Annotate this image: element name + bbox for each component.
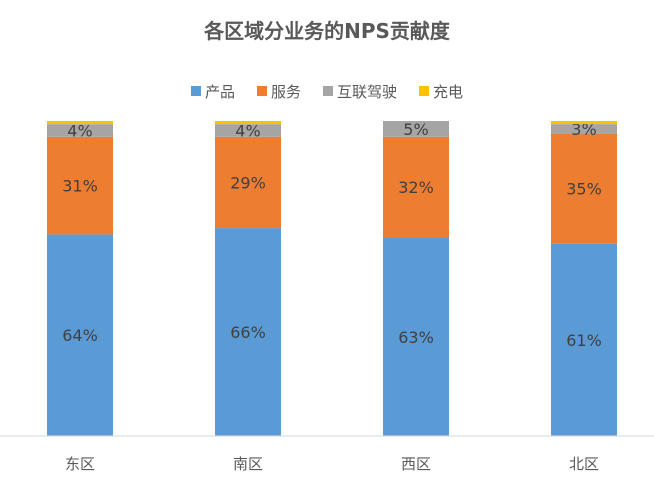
legend-label: 充电 [433,83,463,101]
data-label: 31% [62,177,98,196]
data-label: 35% [566,180,602,199]
x-tick-label: 西区 [401,455,431,473]
bar-segment [47,124,113,137]
bar-segment [215,228,281,436]
legend-label: 产品 [205,83,235,101]
legend-item: 产品 [190,83,235,101]
bar-segment [47,234,113,436]
bar-segment [215,121,281,125]
bar-segment [551,243,617,436]
data-label: 5% [403,120,428,139]
bar-stack: 66% 29% 4% [215,121,281,436]
legend: 产品 服务 互联驾驶 充电 [190,83,463,101]
legend-item: 服务 [256,83,301,101]
data-label: 64% [62,326,98,345]
bar-stack: 61% 35% 3% [551,120,617,436]
bars: 64% 31% 4% 66% 29% 4% 63% 32% 5% 61% 35% 3% [47,120,617,436]
data-label: 4% [235,121,260,140]
legend-swatch [323,86,333,96]
x-axis-labels: 东区 南区 西区 北区 [65,455,599,473]
bar-segment [215,124,281,137]
chart-title: 各区域分业务的NPS贡献度 [203,19,451,43]
bar-segment [551,133,617,244]
bar-stack: 64% 31% 4% [47,121,113,436]
legend-swatch [256,86,267,96]
bar-segment [47,136,113,235]
data-label: 66% [230,323,266,342]
legend-item: 互联驾驶 [323,83,397,101]
x-tick-label: 南区 [233,455,263,473]
data-label: 63% [398,328,434,347]
data-label: 4% [67,121,92,140]
legend-label: 互联驾驶 [337,83,397,101]
bar-segment [215,136,281,229]
data-label: 29% [230,173,266,192]
bar-segment [551,124,617,134]
x-tick-label: 北区 [569,455,599,473]
bar-segment [47,121,113,125]
bar-segment [383,237,449,436]
data-label: 3% [571,120,596,139]
data-label: 32% [398,178,434,197]
data-label: 61% [566,331,602,350]
bar-segment [383,121,449,137]
bar-segment [383,136,449,238]
legend-item: 充电 [419,83,463,101]
bar-stack: 63% 32% 5% [383,120,449,436]
bar-segment [551,121,617,125]
x-tick-label: 东区 [65,455,95,473]
legend-label: 服务 [271,83,301,101]
legend-swatch [190,86,201,96]
legend-swatch [419,86,430,96]
